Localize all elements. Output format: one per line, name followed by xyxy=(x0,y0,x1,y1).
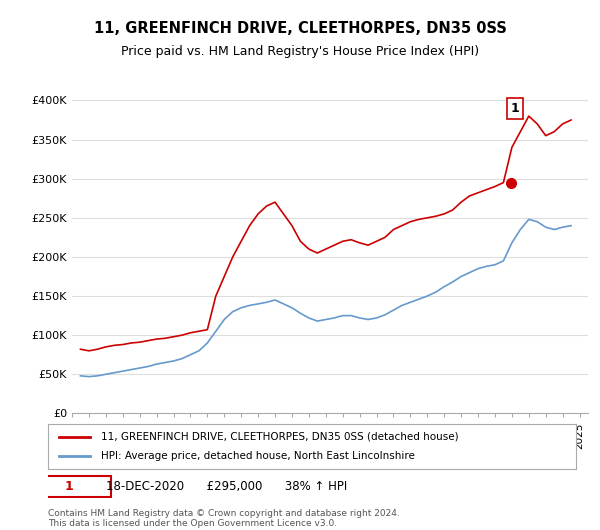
FancyBboxPatch shape xyxy=(27,475,112,497)
Text: HPI: Average price, detached house, North East Lincolnshire: HPI: Average price, detached house, Nort… xyxy=(101,452,415,462)
Text: 11, GREENFINCH DRIVE, CLEETHORPES, DN35 0SS: 11, GREENFINCH DRIVE, CLEETHORPES, DN35 … xyxy=(94,21,506,36)
Text: Contains HM Land Registry data © Crown copyright and database right 2024.
This d: Contains HM Land Registry data © Crown c… xyxy=(48,509,400,528)
Text: Price paid vs. HM Land Registry's House Price Index (HPI): Price paid vs. HM Land Registry's House … xyxy=(121,45,479,58)
Text: 1: 1 xyxy=(65,480,73,493)
Text: 18-DEC-2020      £295,000      38% ↑ HPI: 18-DEC-2020 £295,000 38% ↑ HPI xyxy=(106,480,347,493)
Text: 1: 1 xyxy=(511,102,520,115)
Text: 11, GREENFINCH DRIVE, CLEETHORPES, DN35 0SS (detached house): 11, GREENFINCH DRIVE, CLEETHORPES, DN35 … xyxy=(101,431,458,441)
